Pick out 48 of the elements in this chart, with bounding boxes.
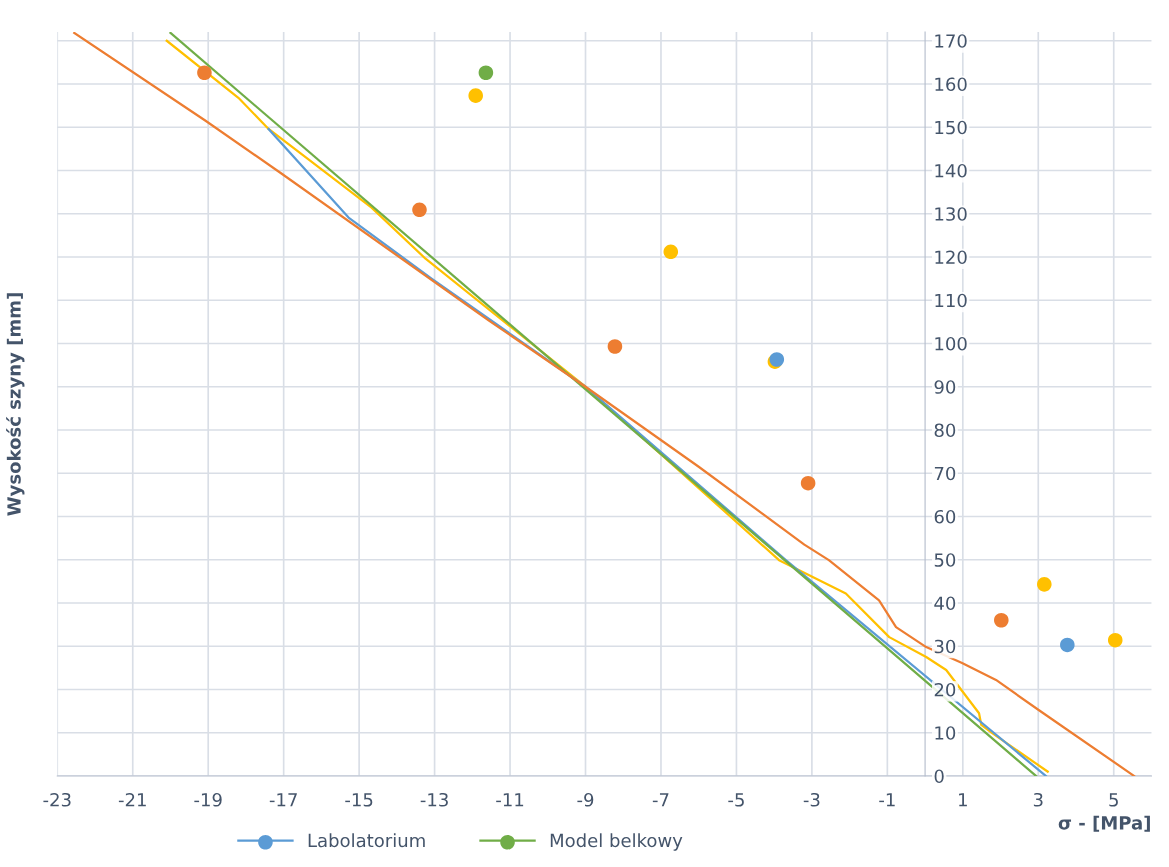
point — [468, 88, 483, 103]
x-tick-label: -7 — [652, 793, 669, 807]
y-tick-label: 50 — [934, 553, 956, 567]
x-tick-label: 1 — [959, 793, 967, 807]
y-tick-label: 60 — [934, 509, 956, 524]
point — [663, 244, 679, 260]
point — [1107, 632, 1123, 648]
y-tick-label: 40 — [934, 596, 956, 611]
legend-label: Model belkowy — [550, 833, 683, 851]
y-tick-label: 120 — [935, 250, 967, 265]
y-tick-label: 100 — [935, 336, 967, 351]
y-tick-label: 0 — [934, 769, 944, 784]
y-tick-label: 80 — [934, 423, 956, 438]
x-tick-label: 3 — [1033, 792, 1043, 807]
y-tick-label: 130 — [935, 207, 967, 221]
x-tick-label: -3 — [803, 792, 820, 807]
x-tick-label: -17 — [269, 793, 297, 807]
x-tick-label: -9 — [577, 792, 594, 807]
point — [800, 475, 816, 491]
point — [412, 202, 427, 218]
x-tick-label: -1 — [879, 793, 895, 807]
y-tick-label: 110 — [935, 293, 967, 308]
x-tick-label: 5 — [1109, 793, 1118, 807]
x-tick-label: -13 — [420, 792, 448, 807]
point — [994, 612, 1009, 628]
x-tick-label: -15 — [345, 793, 373, 807]
y-axis-title: Wysokość szyny [mm] — [6, 293, 25, 516]
y-tick-label: 160 — [935, 77, 967, 92]
y-tick-label: 20 — [934, 682, 956, 697]
x-tick-label: -21 — [118, 792, 146, 807]
x-tick-label: -19 — [194, 792, 222, 807]
point — [1037, 577, 1052, 592]
y-tick-label: 90 — [934, 380, 956, 394]
x-tick-label: -5 — [728, 793, 744, 807]
y-tick-label: 140 — [935, 163, 967, 178]
point — [607, 339, 623, 354]
x-axis-title: σ - [MPa] — [1058, 815, 1150, 832]
point — [197, 65, 212, 81]
point — [478, 65, 494, 81]
x-tick-label: -23 — [43, 792, 71, 807]
y-tick-label: 30 — [934, 639, 956, 654]
legend-label: Labolatorium — [308, 833, 425, 848]
y-tick-label: 150 — [935, 120, 967, 135]
y-tick-label: 170 — [935, 34, 967, 48]
x-tick-label: -11 — [496, 793, 524, 807]
point — [1060, 637, 1075, 653]
y-tick-label: 70 — [934, 466, 956, 481]
y-tick-label: 10 — [935, 726, 956, 740]
